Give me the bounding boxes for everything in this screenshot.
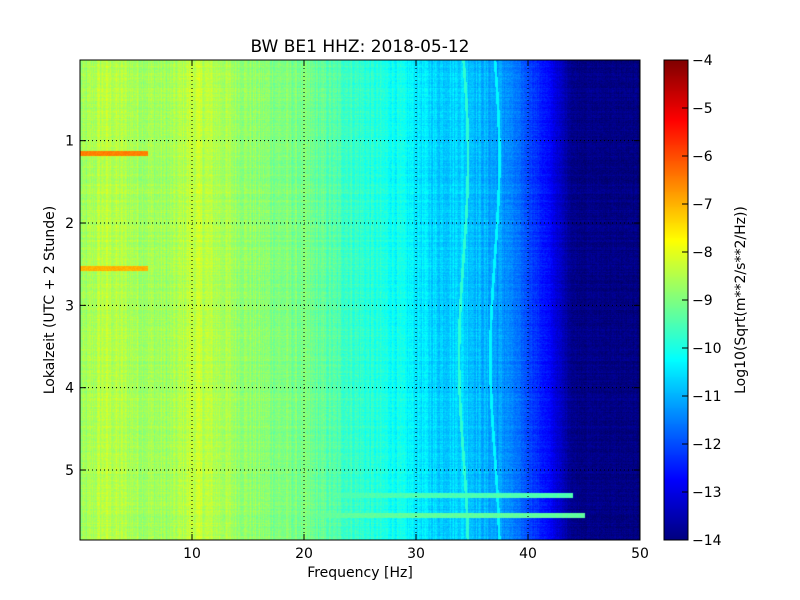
colorbar-tick-label: −8	[692, 245, 713, 261]
y-tick-label: 4	[65, 381, 74, 397]
colorbar-tick-label: −12	[692, 437, 722, 453]
x-axis-label: Frequency [Hz]	[307, 565, 413, 581]
x-tick-label: 30	[407, 546, 425, 562]
colorbar-tick-label: −11	[692, 389, 722, 405]
plot-frame	[79, 59, 641, 541]
colorbar-tick-label: −14	[692, 533, 722, 549]
colorbar-tick-label: −9	[692, 293, 713, 309]
x-tick-label: 40	[519, 546, 537, 562]
x-tick-label: 20	[295, 546, 313, 562]
x-tick-label: 50	[631, 546, 649, 562]
grid-lines	[80, 60, 640, 540]
y-tick-label: 5	[65, 463, 74, 479]
y-tick-label: 2	[65, 216, 74, 232]
y-axis: 1 2 3 4 5	[65, 134, 640, 479]
x-tick-label: 10	[183, 546, 201, 562]
x-axis: 10 20 30 40 50	[183, 60, 649, 562]
y-tick-label: 1	[65, 134, 74, 150]
colorbar-tick-label: −4	[692, 53, 713, 69]
colorbar-tick-label: −7	[692, 197, 713, 213]
colorbar-tick-label: −13	[692, 485, 722, 501]
colorbar: −4 −5 −6 −7 −8 −9 −10 −11 −12 −13 −14 Log10(Sqrt(m…	[663, 53, 749, 549]
y-axis-label: Lokalzeit (UTC + 2 Stunde)	[42, 206, 58, 395]
colorbar-ticks: −4 −5 −6 −7 −8 −9 −10 −11 −12 −13 −14	[682, 53, 722, 549]
colorbar-tick-label: −5	[692, 101, 713, 117]
colorbar-tick-label: −10	[692, 341, 722, 357]
colorbar-tick-label: −6	[692, 149, 713, 165]
plot-area	[79, 59, 641, 541]
y-tick-label: 3	[65, 298, 74, 314]
colorbar-label: Log10(Sqrt(m**2/s**2/Hz))	[733, 206, 749, 394]
heatmap-image	[80, 60, 640, 540]
chart-title: BW BE1 HHZ: 2018-05-12	[250, 37, 469, 57]
